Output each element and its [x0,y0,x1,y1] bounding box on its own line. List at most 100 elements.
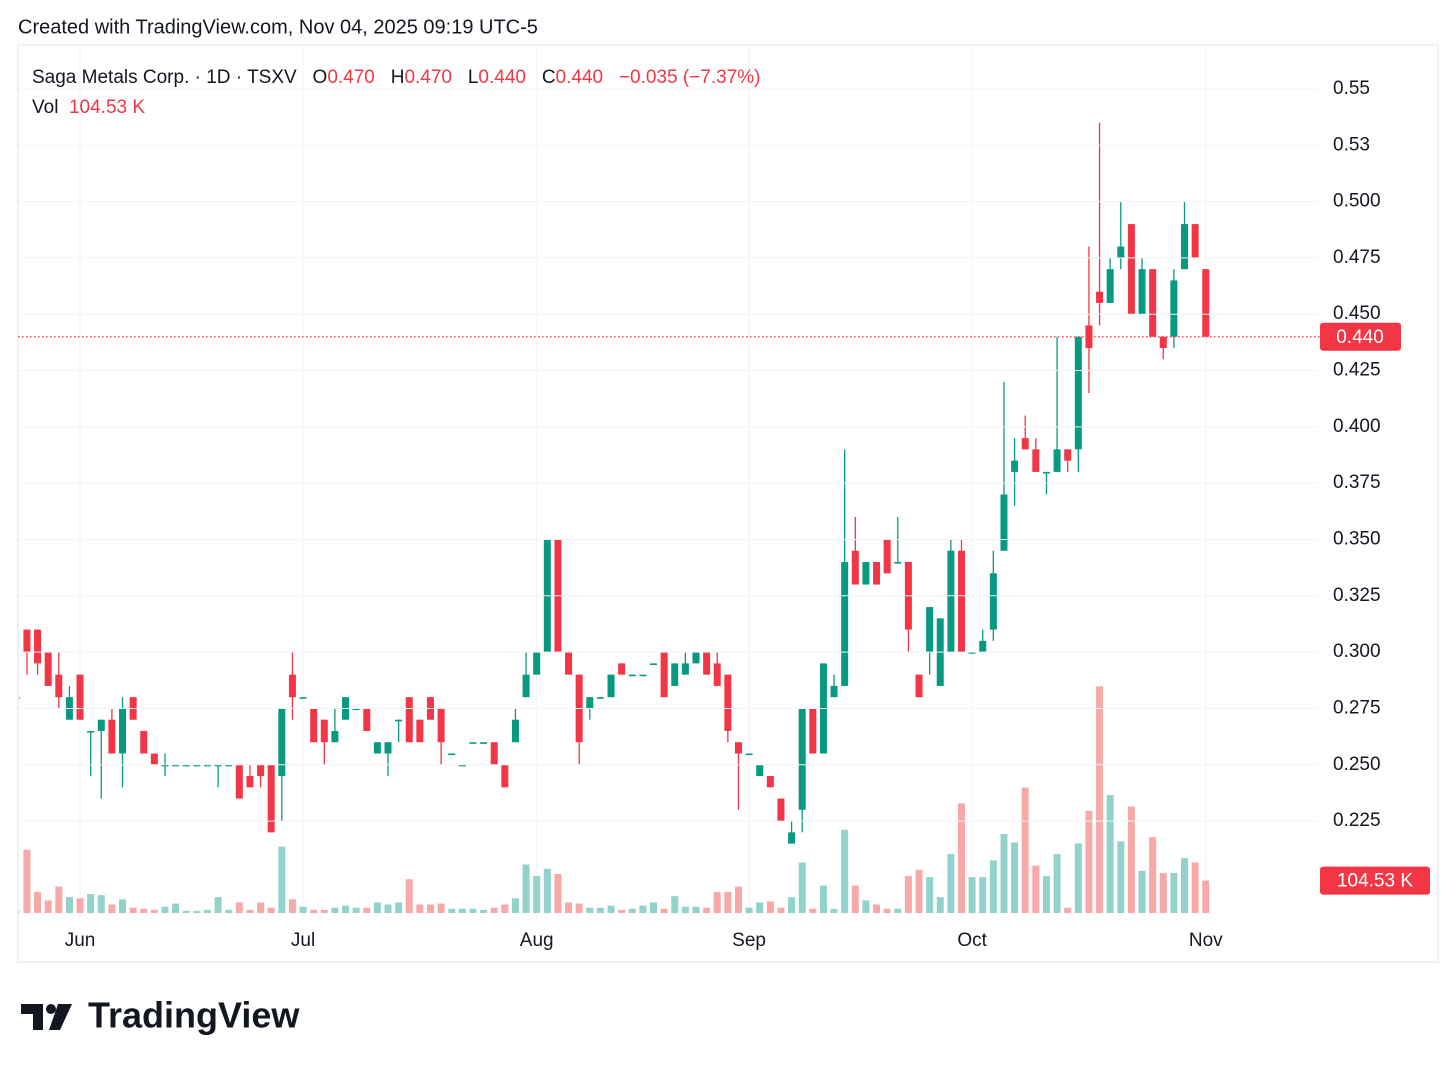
volume-bar [798,862,806,913]
volume-bar [766,901,774,913]
x-tick-label: Jul [291,930,315,951]
candle-body [1085,325,1093,349]
volume-label: Vol [32,97,59,118]
candle-body [119,708,127,754]
candle-body [288,674,296,698]
y-tick-label: 0.425 [1333,360,1381,381]
candle-body [830,685,838,698]
last-price-label: 0.440 [1336,327,1384,348]
candle-body [44,652,52,686]
volume-bar [586,907,594,913]
close-label: C [541,67,556,88]
volume-bar [851,885,859,913]
candle-body [756,764,764,777]
volume-bar [490,907,498,913]
candle-body [384,742,392,754]
volume-bar [915,869,923,913]
candle-body [734,742,742,754]
y-tick-label: 0.250 [1333,754,1381,775]
volume-bar [979,877,987,913]
candle-body [182,764,190,767]
volume-bar [671,896,679,913]
volume-bar [830,908,838,913]
candle-body [203,764,211,767]
volume-bar [19,910,20,913]
candle-body [968,652,976,654]
volume-bar [596,907,604,913]
legend: Saga Metals Corp. · 1D · TSXV O0.470 H0.… [32,63,760,123]
x-tick-label: Aug [520,930,554,951]
volume-bar [363,907,371,913]
x-tick-label: Oct [957,930,987,951]
volume-bar [873,904,881,913]
candle-body [766,776,774,788]
candle-body [395,719,403,722]
candle-body [214,764,222,767]
candle-body [639,674,647,677]
volume-bar [437,903,445,913]
candle-body [989,573,997,630]
volume-bar [511,898,519,913]
candle-body [1096,291,1104,303]
candle-body [320,719,328,743]
volume-bar [819,885,827,913]
volume-bar [395,902,403,913]
candle-body [1202,269,1210,337]
candle-body [809,708,817,754]
candle-body [1000,494,1008,551]
candle-body [692,652,700,664]
candle-body [150,753,158,765]
candle-body [108,719,116,754]
candle-body [883,539,891,574]
x-tick-label: Sep [732,930,766,951]
volume-bar [480,909,488,913]
candle-body [490,742,498,765]
volume-bar [947,853,955,913]
candle-body [947,550,955,653]
volume-bar [193,910,201,913]
volume-bar [416,904,424,913]
volume-bar [426,904,434,913]
candle-body [97,719,105,731]
candle-body [19,697,20,699]
candle-body [299,697,307,699]
volume-bar [1074,843,1082,913]
volume-bar [968,877,976,913]
volume-bar [1170,872,1178,913]
candle-body [681,663,689,675]
y-tick-label: 0.325 [1333,585,1381,606]
candle-body [1170,280,1178,337]
volume-bar [288,899,296,913]
candle-body [501,764,509,788]
volume-bar [756,902,764,913]
candle-body [1191,224,1199,258]
candle-body [373,742,381,754]
candle-body [862,562,870,585]
candle-body [628,674,636,677]
volume-bar [703,907,711,913]
volume-tag [1320,866,1430,895]
volume-bar [320,909,328,913]
volume-bar [235,902,243,913]
volume-bar [1096,686,1104,913]
plot-border [17,44,1439,963]
volume-bar [936,897,944,913]
candle-body [278,708,286,777]
volume-bar [331,907,339,913]
plot-area [19,46,1210,920]
volume-bar [214,897,222,913]
candle-body [23,629,31,653]
y-tick-label: 0.450 [1333,303,1381,324]
volume-bar [788,897,796,913]
candle-body [788,832,796,844]
candle-body [745,753,753,756]
volume-bar [129,907,137,913]
volume-bar [809,908,817,913]
last-price-tag [1320,322,1401,351]
volume-bar [501,904,509,913]
volume-bar [628,908,636,913]
volume-bar [97,895,105,913]
volume-bar [883,908,891,913]
candle-body [565,652,573,675]
